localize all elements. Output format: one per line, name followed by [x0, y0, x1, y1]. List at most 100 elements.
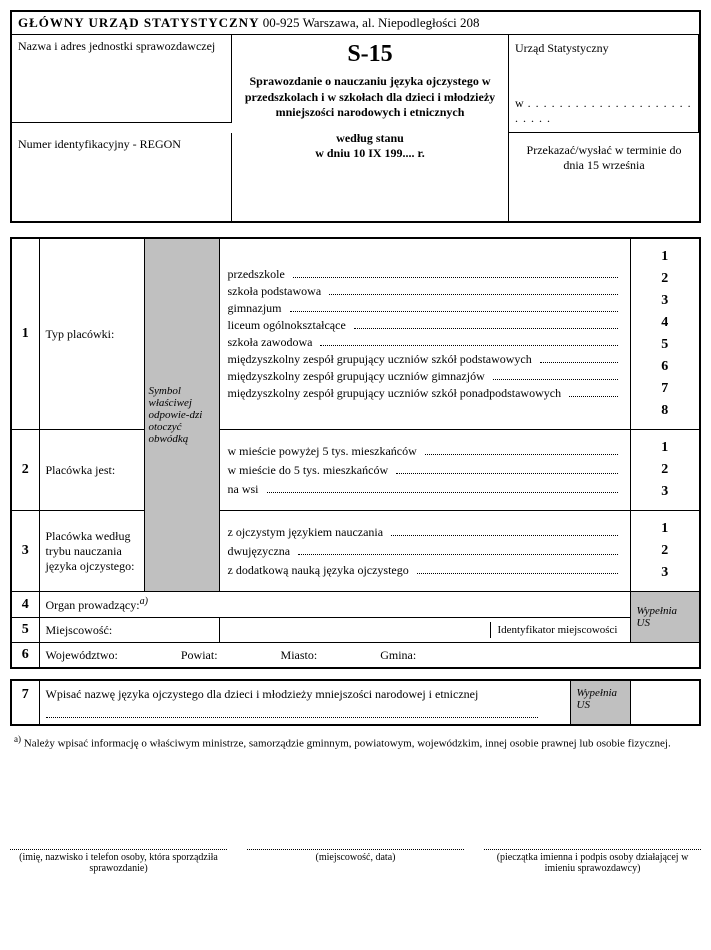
s2-code-1[interactable]: 2	[637, 462, 694, 478]
section-5-id: Identyfikator miejscowości	[219, 618, 630, 643]
s1-item-2: gimnazjum	[228, 301, 286, 316]
section-4-num: 4	[11, 592, 39, 618]
section-7-text: Wpisać nazwę języka ojczystego dla dziec…	[46, 687, 479, 701]
signature-3-label: (pieczątka imienna i podpis osoby działa…	[497, 852, 689, 874]
main-table: 1 Typ placówki: Symbol właściwej odpowie…	[10, 237, 701, 669]
s1-code-6[interactable]: 7	[637, 381, 694, 397]
section-7-table: 7 Wpisać nazwę języka ojczystego dla dzi…	[10, 679, 701, 726]
signature-3: (pieczątka imienna i podpis osoby działa…	[484, 849, 701, 874]
woj-label: Województwo:	[46, 648, 118, 663]
stat-office-label: Urząd Statystyczny	[515, 41, 609, 55]
s1-item-6: międzyszkolny zespół grupujący uczniów g…	[228, 369, 489, 384]
s2-item-0: w mieście powyżej 5 tys. mieszkańców	[228, 444, 421, 459]
section-1-num: 1	[11, 238, 39, 430]
section-7-num: 7	[11, 680, 39, 725]
form-code: S-15	[238, 41, 502, 68]
section-4-label: Organ prowadzący:	[46, 598, 140, 612]
s1-item-3: liceum ogólnokształcące	[228, 318, 350, 333]
section-2-codes: 1 2 3	[630, 430, 700, 511]
header-box: GŁÓWNY URZĄD STATYSTYCZNY 00-925 Warszaw…	[10, 10, 701, 223]
s2-item-1: w mieście do 5 tys. mieszkańców	[228, 463, 393, 478]
locality-id-label: Identyfikator miejscowości	[490, 622, 623, 638]
section-4-cell: Organ prowadzący:a)	[39, 592, 630, 618]
section-3-row: 3 Placówka według trybu nauczania języka…	[11, 511, 700, 592]
s3-code-2[interactable]: 3	[637, 565, 694, 581]
s1-code-7[interactable]: 8	[637, 403, 694, 419]
section-1-items: przedszkole szkoła podstawowa gimnazjum …	[219, 238, 630, 430]
s3-item-1: dwujęzyczna	[228, 544, 295, 559]
s1-code-1[interactable]: 2	[637, 271, 694, 287]
signature-1: (imię, nazwisko i telefon osoby, która s…	[10, 849, 227, 874]
pow-label: Powiat:	[181, 648, 218, 663]
section-2-label: Placówka jest:	[39, 430, 144, 511]
instruction-shade: Symbol właściwej odpowie-dzi otoczyć obw…	[144, 238, 219, 592]
s3-item-2: z dodatkową nauką języka ojczystego	[228, 563, 413, 578]
s2-item-2: na wsi	[228, 482, 263, 497]
signature-2-label: (miejscowość, data)	[316, 852, 396, 863]
section-7-dots	[46, 708, 538, 718]
section-6-cell: Województwo: Powiat: Miasto: Gmina:	[39, 643, 700, 669]
regon-label: Numer identyfikacyjny - REGON	[18, 137, 181, 151]
s3-code-0[interactable]: 1	[637, 521, 694, 537]
s1-item-5: międzyszkolny zespół grupujący uczniów s…	[228, 352, 536, 367]
fill-us-2: Wypełnia US	[570, 680, 630, 725]
deadline-text: Przekazać/wysłać w terminie do dnia 15 w…	[527, 143, 682, 172]
s1-item-4: szkoła zawodowa	[228, 335, 317, 350]
unit-name-cell: Nazwa i adres jednostki sprawozdawczej	[12, 35, 232, 123]
regon-cell: Numer identyfikacyjny - REGON	[12, 133, 232, 221]
section-2-row: 2 Placówka jest: w mieście powyżej 5 tys…	[11, 430, 700, 511]
stat-office-line: w . . . . . . . . . . . . . . . . . . . …	[515, 96, 692, 126]
unit-name-label: Nazwa i adres jednostki sprawozdawczej	[18, 39, 215, 53]
s2-code-0[interactable]: 1	[637, 440, 694, 456]
section-1-row: 1 Typ placówki: Symbol właściwej odpowie…	[11, 238, 700, 430]
section-2-num: 2	[11, 430, 39, 511]
section-7-blank	[630, 680, 700, 725]
section-6-row: 6 Województwo: Powiat: Miasto: Gmina:	[11, 643, 700, 669]
s1-code-0[interactable]: 1	[637, 249, 694, 265]
section-6-num: 6	[11, 643, 39, 669]
section-5-label: Miejscowość:	[39, 618, 219, 643]
fill-us-1: Wypełnia US	[630, 592, 700, 643]
stat-office-w: w	[515, 96, 524, 110]
gmi-label: Gmina:	[380, 648, 416, 663]
signature-2: (miejscowość, data)	[247, 849, 464, 874]
section-5-num: 5	[11, 618, 39, 643]
section-4-sup: a)	[140, 596, 148, 607]
form-title-cell: S-15 Sprawozdanie o nauczaniu języka ojc…	[232, 35, 509, 221]
agency-name: GŁÓWNY URZĄD STATYSTYCZNY	[18, 15, 259, 30]
s1-code-3[interactable]: 4	[637, 315, 694, 331]
form-date: w dniu 10 IX 199.... r.	[238, 146, 502, 161]
section-3-label: Placówka według trybu nauczania języka o…	[39, 511, 144, 592]
s1-code-5[interactable]: 6	[637, 359, 694, 375]
s3-item-0: z ojczystym językiem nauczania	[228, 525, 388, 540]
s1-code-2[interactable]: 3	[637, 293, 694, 309]
s2-code-2[interactable]: 3	[637, 484, 694, 500]
form-title: Sprawozdanie o nauczaniu języka ojczyste…	[238, 74, 502, 121]
section-4-row: 4 Organ prowadzący:a) Wypełnia US	[11, 592, 700, 618]
section-5-row: 5 Miejscowość: Identyfikator miejscowośc…	[11, 618, 700, 643]
s3-code-1[interactable]: 2	[637, 543, 694, 559]
s1-item-1: szkoła podstawowa	[228, 284, 326, 299]
stat-office-cell: Urząd Statystyczny w . . . . . . . . . .…	[509, 35, 699, 133]
s1-item-0: przedszkole	[228, 267, 289, 282]
section-1-codes: 1 2 3 4 5 6 7 8	[630, 238, 700, 430]
footnote-text: Należy wpisać informację o właściwym min…	[21, 737, 671, 749]
s1-item-7: międzyszkolny zespół grupujący uczniów s…	[228, 386, 566, 401]
section-1-label: Typ placówki:	[39, 238, 144, 430]
s1-code-4[interactable]: 5	[637, 337, 694, 353]
section-3-codes: 1 2 3	[630, 511, 700, 592]
footnote: a) Należy wpisać informację o właściwym …	[10, 734, 701, 750]
footnote-sup: a)	[14, 734, 21, 744]
section-7-cell: Wpisać nazwę języka ojczystego dla dziec…	[39, 680, 570, 725]
section-3-num: 3	[11, 511, 39, 592]
agency-line: GŁÓWNY URZĄD STATYSTYCZNY 00-925 Warszaw…	[12, 12, 699, 35]
signature-1-label: (imię, nazwisko i telefon osoby, która s…	[19, 852, 218, 874]
stat-office-dots: . . . . . . . . . . . . . . . . . . . . …	[515, 96, 692, 125]
header-grid: Nazwa i adres jednostki sprawozdawczej S…	[12, 35, 699, 221]
deadline-cell: Przekazać/wysłać w terminie do dnia 15 w…	[509, 133, 699, 221]
form-status-label: według stanu	[238, 131, 502, 146]
agency-address: 00-925 Warszawa, al. Niepodległości 208	[259, 15, 479, 30]
mia-label: Miasto:	[281, 648, 318, 663]
section-3-items: z ojczystym językiem nauczania dwujęzycz…	[219, 511, 630, 592]
section-2-items: w mieście powyżej 5 tys. mieszkańców w m…	[219, 430, 630, 511]
